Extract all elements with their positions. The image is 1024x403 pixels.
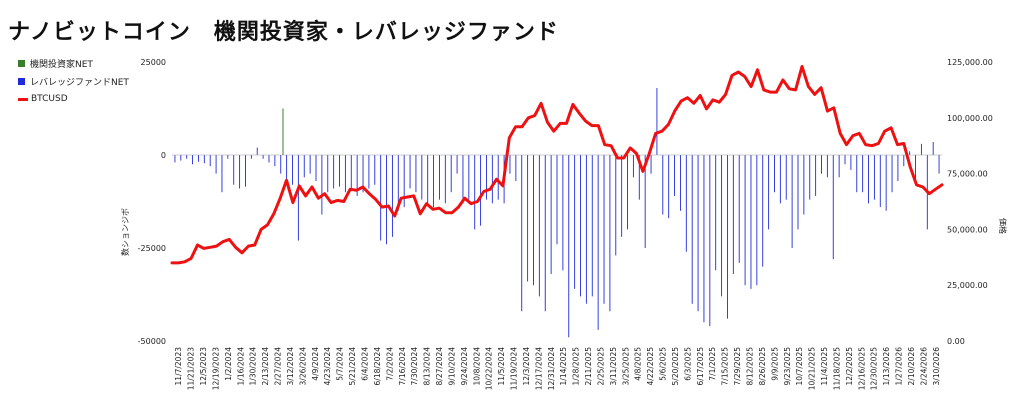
chart-title: ナノビットコイン 機関投資家・レバレッジファンド <box>8 20 559 45</box>
right-tick-label: 0.00 <box>947 337 965 346</box>
left-axis: 25000 0 -25000 -50000 <box>138 58 166 346</box>
x-tick-label: 2/13/2024 <box>261 347 270 386</box>
x-tick-label: 1/27/2026 <box>895 347 904 386</box>
x-tick-label: 6/4/2024 <box>361 347 370 381</box>
x-tick-label: 6/3/2025 <box>683 347 692 381</box>
x-tick-label: 12/5/2023 <box>199 347 208 386</box>
right-tick-label: 100,000.00 <box>947 114 993 123</box>
x-tick-label: 2/27/2024 <box>274 347 283 386</box>
x-tick-label: 8/26/2025 <box>758 347 767 386</box>
legend-label-institutional: 機関投資家NET <box>30 59 93 70</box>
legend-label-leveraged: レバレッジファンドNET <box>30 77 129 88</box>
legend-item-btcusd: BTCUSD <box>18 90 129 108</box>
left-tick-label: 25000 <box>141 58 166 67</box>
x-tick-label: 6/17/2025 <box>696 347 705 386</box>
x-tick-label: 10/7/2025 <box>795 347 804 386</box>
x-tick-label: 11/18/2025 <box>832 347 841 390</box>
right-tick-label: 25,000.00 <box>947 281 988 290</box>
right-axis: 125,000.00 100,000.00 75,000.00 50,000.00 25… <box>947 58 993 346</box>
x-tick-label: 1/14/2025 <box>559 347 568 386</box>
right-tick-label: 75,000.00 <box>947 170 988 179</box>
legend: 機関投資家NET レバレッジファンドNET BTCUSD <box>18 54 129 108</box>
x-tick-label: 10/8/2024 <box>472 347 481 386</box>
x-tick-label: 3/26/2024 <box>298 347 307 386</box>
x-tick-label: 11/5/2024 <box>497 347 506 386</box>
x-tick-label: 11/7/2023 <box>174 347 183 386</box>
btcusd-line <box>170 65 944 265</box>
x-tick-label: 12/3/2024 <box>522 347 531 386</box>
x-tick-label: 12/17/2024 <box>534 347 543 390</box>
x-tick-label: 10/22/2024 <box>485 347 494 390</box>
left-tick-label: -25000 <box>138 244 166 253</box>
x-tick-label: 10/21/2025 <box>808 347 817 390</box>
x-tick-label: 11/19/2024 <box>510 347 519 390</box>
x-tick-label: 1/13/2026 <box>882 347 891 386</box>
x-tick-label: 1/28/2025 <box>572 347 581 386</box>
x-tick-label: 4/23/2024 <box>323 347 332 386</box>
right-axis-label: 価格 <box>998 218 1008 234</box>
x-tick-label: 5/20/2025 <box>671 347 680 386</box>
x-tick-label: 3/10/2026 <box>932 347 941 386</box>
x-tick-label: 7/1/2025 <box>708 347 717 381</box>
x-tick-label: 1/30/2024 <box>249 347 258 386</box>
x-tick-label: 1/2/2024 <box>224 347 233 381</box>
x-tick-label: 2/24/2026 <box>919 347 928 386</box>
x-tick-label: 8/27/2024 <box>435 347 444 386</box>
x-tick-label: 7/16/2024 <box>398 347 407 386</box>
x-tick-label: 4/9/2024 <box>311 347 320 381</box>
left-tick-label: 0 <box>161 151 166 160</box>
right-tick-label: 125,000.00 <box>947 58 993 67</box>
x-tick-label: 5/21/2024 <box>348 347 357 386</box>
left-tick-label: -50000 <box>138 337 166 346</box>
x-tick-label: 12/31/2024 <box>547 347 556 390</box>
x-tick-label: 6/18/2024 <box>373 347 382 386</box>
x-tick-label: 11/4/2025 <box>820 347 829 386</box>
x-tick-label: 3/12/2024 <box>286 347 295 386</box>
x-tick-label: 2/25/2025 <box>597 347 606 386</box>
x-tick-label: 9/23/2025 <box>783 347 792 386</box>
x-tick-label: 4/22/2025 <box>646 347 655 386</box>
x-tick-label: 2/10/2026 <box>907 347 916 386</box>
x-tick-label: 3/25/2025 <box>621 347 630 386</box>
x-tick-label: 5/6/2025 <box>659 347 668 381</box>
left-axis-label: 数ションジボ <box>120 208 130 256</box>
x-tick-label: 12/30/2025 <box>870 347 879 390</box>
x-tick-label: 7/29/2025 <box>733 347 742 386</box>
legend-swatch-btcusd <box>18 97 28 101</box>
legend-swatch-institutional <box>18 59 25 67</box>
x-tick-label: 12/2/2025 <box>845 347 854 386</box>
x-tick-label: 8/13/2024 <box>423 347 432 386</box>
legend-swatch-leveraged <box>18 77 25 85</box>
x-tick-label: 2/11/2025 <box>584 347 593 386</box>
x-tick-label: 9/9/2025 <box>770 347 779 381</box>
x-tick-label: 12/16/2025 <box>857 347 866 390</box>
x-tick-label: 7/30/2024 <box>410 347 419 386</box>
x-tick-label: 5/7/2024 <box>336 347 345 381</box>
x-tick-label: 11/21/2023 <box>187 347 196 390</box>
x-tick-label: 8/12/2025 <box>746 347 755 386</box>
x-axis: 11/7/2023 11/21/2023 12/5/2023 12/19/2023 1/… <box>174 347 941 390</box>
x-tick-label: 7/2/2024 <box>385 347 394 381</box>
right-tick-label: 50,000.00 <box>947 225 988 234</box>
x-tick-label: 3/11/2025 <box>609 347 618 386</box>
x-tick-label: 1/16/2024 <box>236 347 245 386</box>
legend-item-leveraged: レバレッジファンドNET <box>18 72 129 90</box>
legend-label-btcusd: BTCUSD <box>31 94 68 104</box>
x-tick-label: 9/10/2024 <box>447 347 456 386</box>
x-tick-label: 9/24/2024 <box>460 347 469 386</box>
bars-layer <box>174 88 940 338</box>
legend-item-institutional: 機関投資家NET <box>18 54 129 72</box>
x-tick-label: 12/19/2023 <box>212 347 221 390</box>
x-tick-label: 7/15/2025 <box>721 347 730 386</box>
x-tick-label: 4/8/2025 <box>634 347 643 381</box>
